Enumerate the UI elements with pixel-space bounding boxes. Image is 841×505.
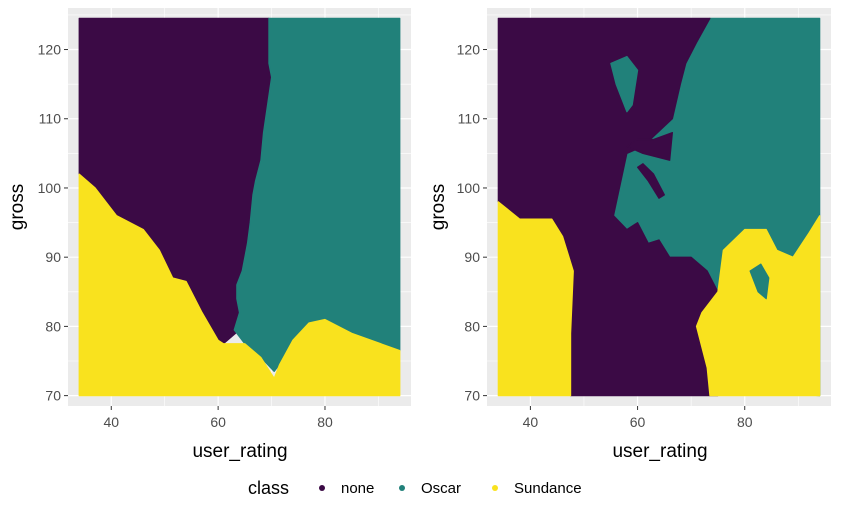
right-decision-regions [497, 17, 821, 397]
y-tick-label: 80 [464, 318, 480, 334]
x-tick-label: 60 [630, 414, 646, 430]
region-sundance [78, 173, 401, 397]
y-tick-label: 100 [457, 180, 481, 196]
right-y-axis-title: gross [428, 184, 449, 230]
legend-key-sundance [492, 485, 498, 491]
right-plot-panel: 40 60 80 70 80 90 100 110 120 user_rating gross [428, 8, 831, 462]
region-sundance [497, 201, 574, 397]
y-tick-label: 110 [458, 111, 481, 127]
right-x-axis-title: user_rating [612, 441, 707, 462]
x-tick-label: 40 [103, 414, 119, 430]
legend-item-sundance: Sundance [492, 480, 582, 497]
left-axis-ticks: 40 60 80 70 80 90 100 110 120 [38, 42, 333, 430]
legend-title: class [248, 478, 289, 498]
region-sundance [695, 215, 821, 397]
x-tick-label: 80 [317, 414, 333, 430]
y-tick-label: 110 [39, 111, 62, 127]
legend-item-oscar: Oscar [399, 480, 461, 497]
left-y-axis-title: gross [7, 184, 28, 230]
legend: class none Oscar Sundance [248, 478, 582, 498]
legend-label-oscar: Oscar [421, 480, 461, 497]
y-tick-label: 90 [464, 249, 480, 265]
legend-key-oscar [399, 485, 405, 491]
x-tick-label: 40 [523, 414, 539, 430]
x-tick-label: 80 [737, 414, 753, 430]
right-axis-ticks: 40 60 80 70 80 90 100 110 120 [457, 42, 753, 430]
region-none [636, 163, 666, 199]
region-none [626, 132, 674, 161]
left-decision-regions [78, 17, 401, 397]
y-tick-label: 120 [38, 42, 62, 58]
y-tick-label: 70 [45, 388, 61, 404]
region-oscar [610, 55, 639, 113]
region-oscar [749, 263, 770, 300]
y-tick-label: 90 [45, 249, 61, 265]
y-tick-label: 100 [38, 180, 62, 196]
y-tick-label: 80 [45, 318, 61, 334]
legend-label-sundance: Sundance [514, 480, 582, 497]
legend-item-none: none [319, 480, 374, 497]
legend-label-none: none [341, 480, 374, 497]
y-tick-label: 70 [464, 388, 480, 404]
left-x-axis-title: user_rating [192, 441, 287, 462]
x-tick-label: 60 [210, 414, 226, 430]
legend-key-none [319, 485, 325, 491]
y-tick-label: 120 [457, 42, 481, 58]
left-plot-panel: 40 60 80 70 80 90 100 110 120 user_rating gross [7, 8, 411, 462]
